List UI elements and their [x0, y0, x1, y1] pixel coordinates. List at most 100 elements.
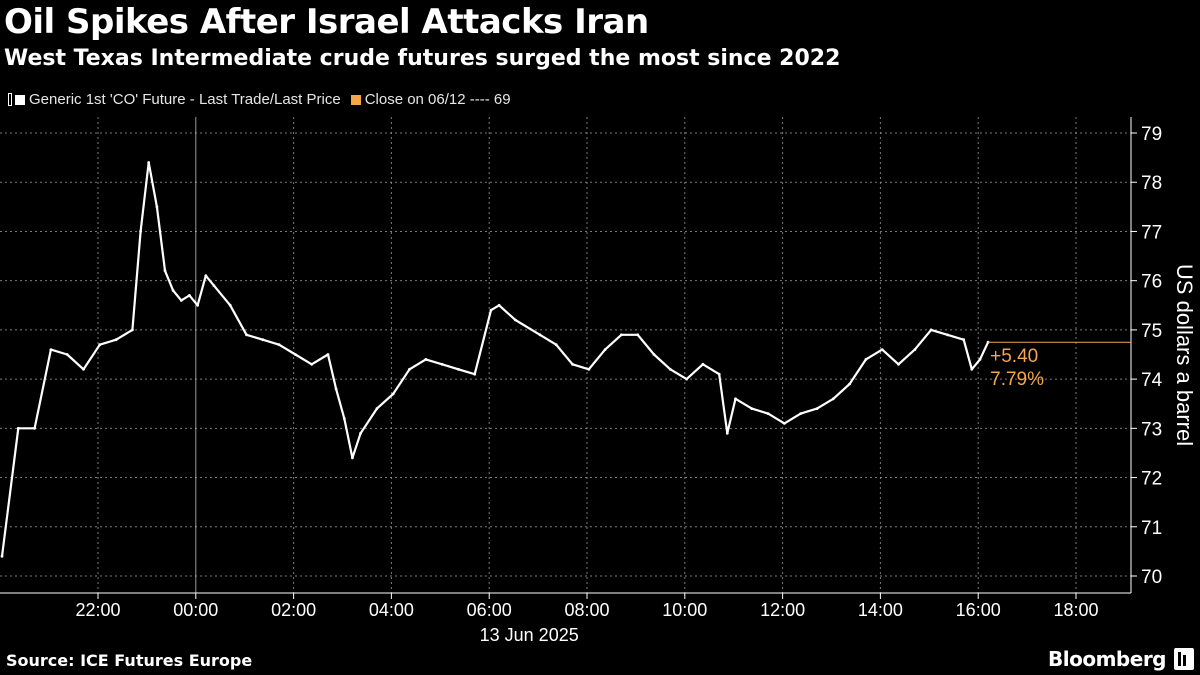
- data-point: [351, 456, 354, 460]
- data-point: [65, 353, 69, 356]
- y-axis-title: US dollars a barrel: [1172, 264, 1197, 446]
- chart-title: Oil Spikes After Israel Attacks Iran: [4, 2, 649, 42]
- series-swatch: [15, 94, 25, 105]
- x-tick-label: 18:00: [1053, 600, 1098, 620]
- x-tick-label: 08:00: [564, 600, 609, 620]
- chart-series-icon: [8, 93, 12, 106]
- data-point: [986, 340, 990, 344]
- data-point: [587, 367, 591, 371]
- data-point: [473, 372, 477, 376]
- data-point: [880, 348, 884, 351]
- data-point: [326, 353, 330, 356]
- data-point: [188, 294, 191, 297]
- data-point: [0, 554, 4, 558]
- data-point: [725, 431, 729, 435]
- data-point: [375, 407, 379, 410]
- data-point: [717, 372, 721, 376]
- data-point: [848, 382, 851, 386]
- x-tick-label: 22:00: [75, 600, 120, 620]
- data-point: [620, 333, 623, 337]
- data-point: [554, 343, 558, 347]
- data-point: [212, 284, 216, 287]
- data-point: [277, 343, 281, 347]
- data-point: [171, 289, 175, 292]
- data-point: [970, 367, 974, 371]
- data-point: [962, 338, 966, 342]
- data-point: [114, 338, 118, 342]
- data-point: [514, 318, 517, 322]
- data-point: [603, 348, 607, 351]
- y-tick-label: 77: [1141, 222, 1162, 243]
- data-point: [783, 422, 786, 425]
- change-annotation: +5.40: [990, 346, 1038, 367]
- data-point: [652, 353, 656, 356]
- data-point: [204, 274, 208, 278]
- data-point: [636, 333, 640, 337]
- grid: [0, 117, 1131, 593]
- bloomberg-logo-icon: [1174, 648, 1194, 670]
- data-point: [978, 358, 982, 361]
- data-point: [799, 412, 803, 415]
- y-tick-label: 76: [1141, 272, 1162, 293]
- x-date-label: 13 Jun 2025: [480, 625, 579, 645]
- data-point: [571, 362, 574, 366]
- data-point: [831, 397, 835, 401]
- legend-series-label: Generic 1st 'CO' Future - Last Trade/Las…: [29, 91, 341, 108]
- data-point: [334, 387, 338, 391]
- data-point: [245, 333, 248, 337]
- data-point: [457, 367, 460, 371]
- data-point: [155, 205, 159, 209]
- y-tick-label: 72: [1141, 469, 1162, 490]
- data-point: [179, 299, 183, 302]
- data-point: [408, 367, 411, 371]
- y-tick-label: 75: [1141, 321, 1162, 342]
- data-point: [139, 230, 143, 233]
- data-point: [16, 426, 20, 430]
- legend: Generic 1st 'CO' Future - Last Trade/Las…: [8, 91, 521, 108]
- series-line: [0, 161, 990, 557]
- y-tick-label: 73: [1141, 419, 1162, 440]
- axes: 70 71 72 73 74 75 76 77 78 79 22:00 00:00 02:00 04:00…: [0, 117, 1197, 645]
- data-point: [310, 362, 314, 366]
- data-point: [946, 333, 949, 337]
- data-point: [391, 392, 395, 396]
- data-point: [294, 353, 297, 356]
- change-pct-annotation: 7.79%: [990, 369, 1044, 390]
- data-point: [701, 362, 705, 366]
- data-point: [196, 303, 200, 307]
- annotations: +5.407.79%: [988, 341, 1131, 390]
- data-point: [163, 269, 167, 273]
- data-point: [815, 407, 819, 410]
- x-tick-label: 00:00: [173, 600, 218, 620]
- x-tick-label: 10:00: [662, 600, 707, 620]
- data-point: [49, 348, 53, 351]
- brand-logo: Bloomberg: [1048, 647, 1166, 671]
- legend-item-close: Close on 06/12 ---- 69: [350, 91, 511, 108]
- data-point: [497, 303, 501, 307]
- y-tick-label: 71: [1141, 518, 1162, 539]
- x-tick-label: 14:00: [858, 600, 903, 620]
- data-point: [342, 417, 346, 420]
- source-note: Source: ICE Futures Europe: [6, 651, 253, 670]
- data-point: [33, 426, 36, 430]
- data-point: [359, 431, 362, 435]
- chart-subtitle: West Texas Intermediate crude futures su…: [4, 46, 841, 71]
- y-tick-label: 70: [1141, 567, 1162, 588]
- y-tick-label: 74: [1141, 370, 1163, 391]
- data-point: [897, 362, 900, 366]
- close-swatch: [350, 94, 361, 105]
- data-point: [929, 328, 933, 332]
- legend-close-label: Close on 06/12 ---- 69: [364, 91, 511, 108]
- data-point: [685, 377, 688, 381]
- x-tick-label: 02:00: [271, 600, 316, 620]
- series-layer: [0, 161, 990, 558]
- data-point: [228, 303, 232, 307]
- y-tick-label: 79: [1141, 124, 1162, 145]
- x-tick-label: 16:00: [956, 600, 1001, 620]
- data-point: [131, 328, 134, 332]
- data-point: [864, 358, 868, 361]
- data-point: [913, 348, 917, 351]
- data-point: [734, 397, 737, 401]
- data-point: [440, 362, 444, 366]
